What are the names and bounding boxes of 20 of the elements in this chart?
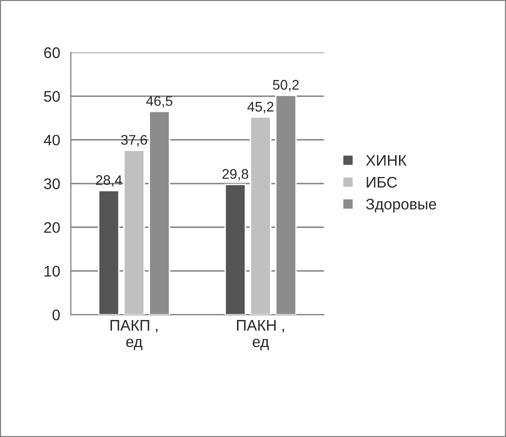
bar: [224, 184, 246, 315]
data-label: 50,2: [272, 80, 299, 92]
y-tick-label: 60: [44, 47, 60, 58]
y-tick-label: 30: [44, 178, 60, 190]
bar: [98, 190, 120, 315]
bar: [123, 150, 145, 315]
bar: [250, 116, 272, 315]
x-tick-label: ПАКН , ед: [237, 320, 284, 350]
data-label: 45,2: [247, 102, 274, 114]
legend-label: ХИНК: [366, 155, 407, 166]
y-tick-label: 50: [44, 91, 60, 102]
data-label: 46,5: [146, 96, 172, 108]
legend-label: ИБС: [366, 176, 397, 188]
y-tick-label: 10: [44, 266, 60, 277]
legend-label: Здоровые: [366, 198, 436, 213]
x-tick-label: ПАКП , ед: [110, 320, 158, 350]
y-tick-label: 20: [44, 222, 60, 233]
data-label: 29,8: [222, 169, 248, 181]
y-tick-label: 0: [52, 310, 60, 320]
y-tick-label: 40: [44, 134, 60, 146]
